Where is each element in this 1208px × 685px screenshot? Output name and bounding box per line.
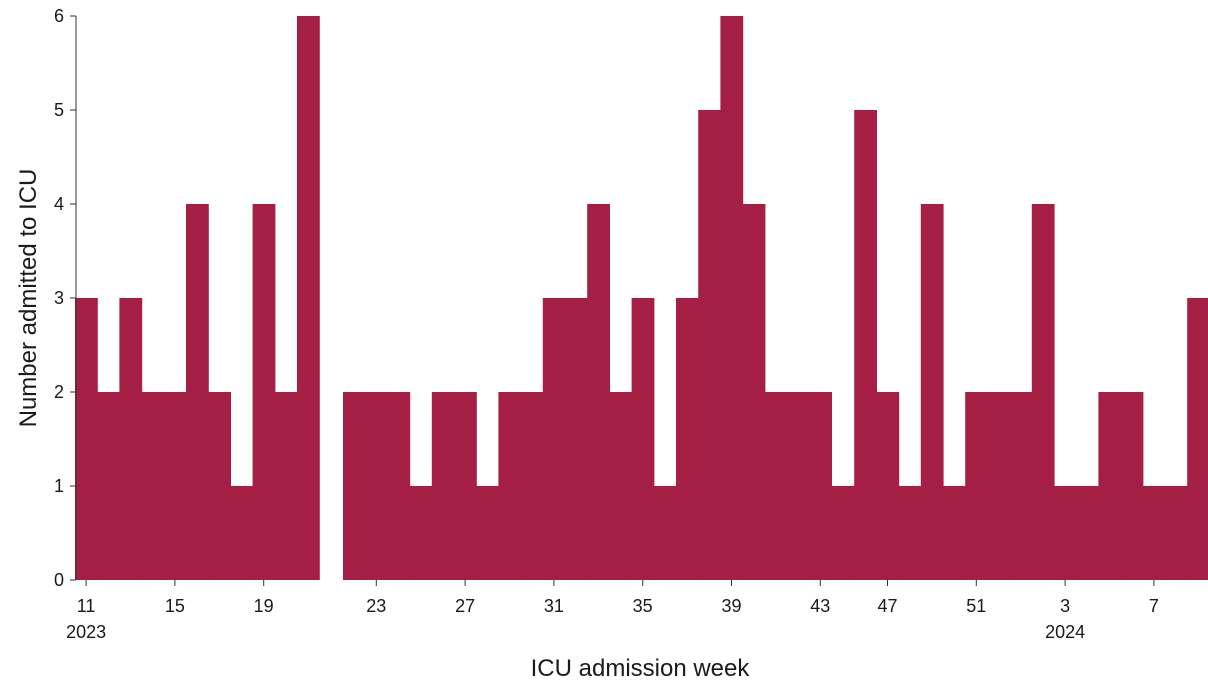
y-tick-label: 6 (54, 6, 64, 26)
bar (1165, 486, 1188, 580)
x-tick-label: 47 (877, 596, 897, 616)
y-axis-title: Number admitted to ICU (15, 169, 42, 428)
bar (742, 204, 766, 580)
bar (1120, 392, 1144, 580)
x-tick-label: 15 (165, 596, 185, 616)
bar (653, 486, 677, 580)
x-tick-label: 19 (254, 596, 274, 616)
bar (809, 392, 832, 580)
bar (274, 392, 298, 580)
x-tick-label: 23 (366, 596, 386, 616)
x-tick-label: 43 (810, 596, 830, 616)
x-tick-label: 3 (1060, 596, 1070, 616)
bar (854, 110, 877, 580)
bar (987, 392, 1011, 580)
bar (920, 204, 944, 580)
bar (297, 16, 320, 580)
x-tick-label: 7 (1149, 596, 1159, 616)
y-tick-label: 2 (54, 382, 64, 402)
y-axis: 0 1 2 3 4 5 6 (54, 6, 76, 590)
bar (720, 16, 744, 580)
bar (1009, 392, 1033, 580)
bar (565, 298, 588, 580)
bar (764, 392, 788, 580)
bar (609, 392, 633, 580)
bar (476, 486, 499, 580)
bar (1187, 298, 1208, 580)
bar (252, 204, 276, 580)
x-tick-label: 39 (721, 596, 741, 616)
bar (832, 486, 855, 580)
bar (676, 298, 699, 580)
bars-layer (75, 16, 1208, 580)
y-tick-label: 4 (54, 194, 64, 214)
bar (141, 392, 165, 580)
bar (898, 486, 922, 580)
bar (631, 298, 655, 580)
bar (75, 298, 98, 580)
bar (587, 204, 610, 580)
bar (431, 392, 455, 580)
bar (1142, 486, 1166, 580)
x-tick-label: 51 (966, 596, 986, 616)
bar (1054, 486, 1077, 580)
bar (520, 392, 544, 580)
x-axis-title: ICU admission week (531, 655, 751, 682)
bar (387, 392, 411, 580)
bar (163, 392, 187, 580)
bar (454, 392, 477, 580)
bar (965, 392, 988, 580)
y-tick-label: 3 (54, 288, 64, 308)
bar (97, 392, 120, 580)
x-tick-label: 11 (77, 596, 96, 616)
bar (1098, 392, 1122, 580)
bar (186, 204, 209, 580)
bar (119, 298, 143, 580)
x-tick-label: 31 (544, 596, 564, 616)
year-label: 2023 (66, 622, 106, 642)
x-tick-label: 35 (633, 596, 653, 616)
bar (943, 486, 966, 580)
bar (787, 392, 810, 580)
bar (698, 110, 721, 580)
bar (343, 392, 366, 580)
bar (1031, 204, 1055, 580)
y-tick-label: 0 (54, 570, 64, 590)
bar (230, 486, 254, 580)
bar (542, 298, 566, 580)
year-label: 2024 (1045, 622, 1085, 642)
bar (365, 392, 388, 580)
bar (208, 392, 231, 580)
bar (498, 392, 522, 580)
y-tick-label: 5 (54, 100, 64, 120)
x-tick-label: 27 (455, 596, 475, 616)
bar (1076, 486, 1099, 580)
bar (876, 392, 900, 580)
x-axis: 11 15 19 2023 23 27 31 35 39 43 47 51 3 7 2024 (66, 580, 1159, 642)
bar (409, 486, 433, 580)
y-tick-label: 1 (54, 476, 64, 496)
